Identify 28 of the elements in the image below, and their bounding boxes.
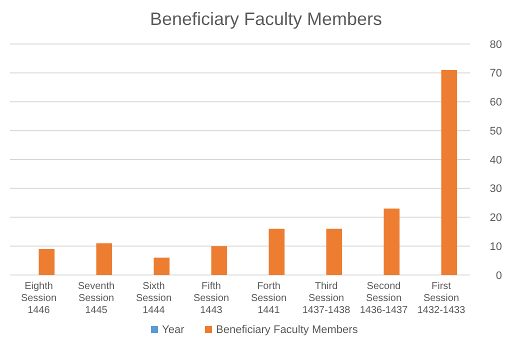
- y-tick-label: 30: [490, 183, 502, 196]
- bar: [441, 70, 458, 275]
- bar: [268, 228, 285, 275]
- y-tick-label: 60: [490, 96, 502, 109]
- y-tick-label: 10: [490, 240, 502, 253]
- x-tick-label: Seventh Session 1445: [78, 281, 115, 316]
- y-tick-label: 20: [490, 212, 502, 224]
- x-tick-label: Sixth Session 1444: [136, 281, 172, 316]
- x-tick-label: Second Session 1436-1437: [360, 281, 408, 316]
- bar: [38, 249, 55, 275]
- bar: [384, 208, 400, 275]
- x-tick-label: Third Session 1437-1438: [302, 281, 351, 316]
- legend-label: Beneficiary Faculty Members: [216, 324, 358, 336]
- x-tick-label: Fifth Session 1443: [193, 281, 230, 316]
- x-tick-label: First Session 1432-1433: [417, 281, 466, 316]
- x-tick-label: Forth Session 1441: [250, 281, 287, 316]
- bar: [96, 243, 112, 275]
- bar: [326, 228, 342, 275]
- y-tick-label: 50: [490, 125, 502, 138]
- chart-title: Beneficiary Faculty Members: [150, 9, 382, 29]
- y-tick-label: 70: [490, 68, 502, 80]
- y-tick-label: 0: [496, 270, 502, 282]
- y-tick-label: 40: [490, 154, 502, 166]
- x-tick-label: Eighth Session 1446: [20, 281, 57, 316]
- bar: [211, 246, 228, 275]
- y-tick-label: 80: [490, 38, 502, 51]
- legend-label: Year: [162, 324, 185, 336]
- bar: [154, 258, 170, 275]
